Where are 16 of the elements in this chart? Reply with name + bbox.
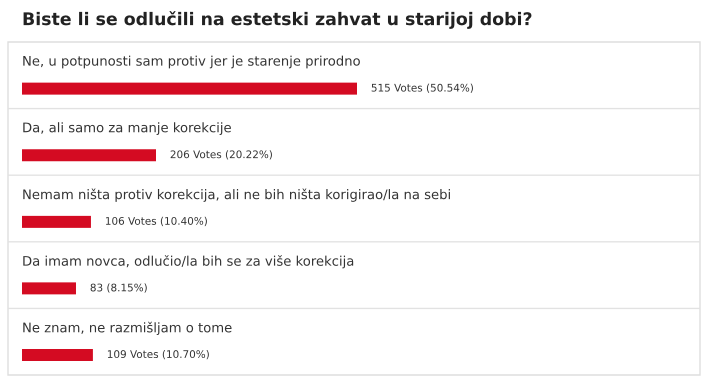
bar — [22, 82, 357, 95]
y-tick-label: Da imam novca, odlučio/la bih se za više korekcija — [23, 255, 354, 268]
y-tick-label: Ne, u potpunosti sam protiv jer je starenje prirodno — [23, 56, 360, 68]
y-tick-label: Ne znam, ne razmišljam o tome — [23, 322, 232, 336]
y-tick-label: Nemam ništa protiv korekcija, ali ne bih ništa korigirao/la na sebi — [23, 188, 450, 202]
bar — [22, 282, 76, 294]
data-label: 515 Votes (50.54%) — [372, 84, 473, 93]
y-tick-label: Da, ali samo za manje korekcije — [23, 122, 231, 135]
data-label: 109 Votes (10.70%) — [108, 350, 209, 360]
data-label: 206 Votes (20.22%) — [170, 150, 272, 160]
chart-title: Biste li se odlučili na estetski zahvat u starijoj dobi? — [24, 11, 532, 29]
bar — [22, 349, 93, 362]
bar — [22, 216, 91, 228]
data-label: 83 (8.15%) — [90, 283, 147, 293]
bar — [22, 149, 156, 162]
data-label: 106 Votes (10.40%) — [106, 216, 207, 226]
